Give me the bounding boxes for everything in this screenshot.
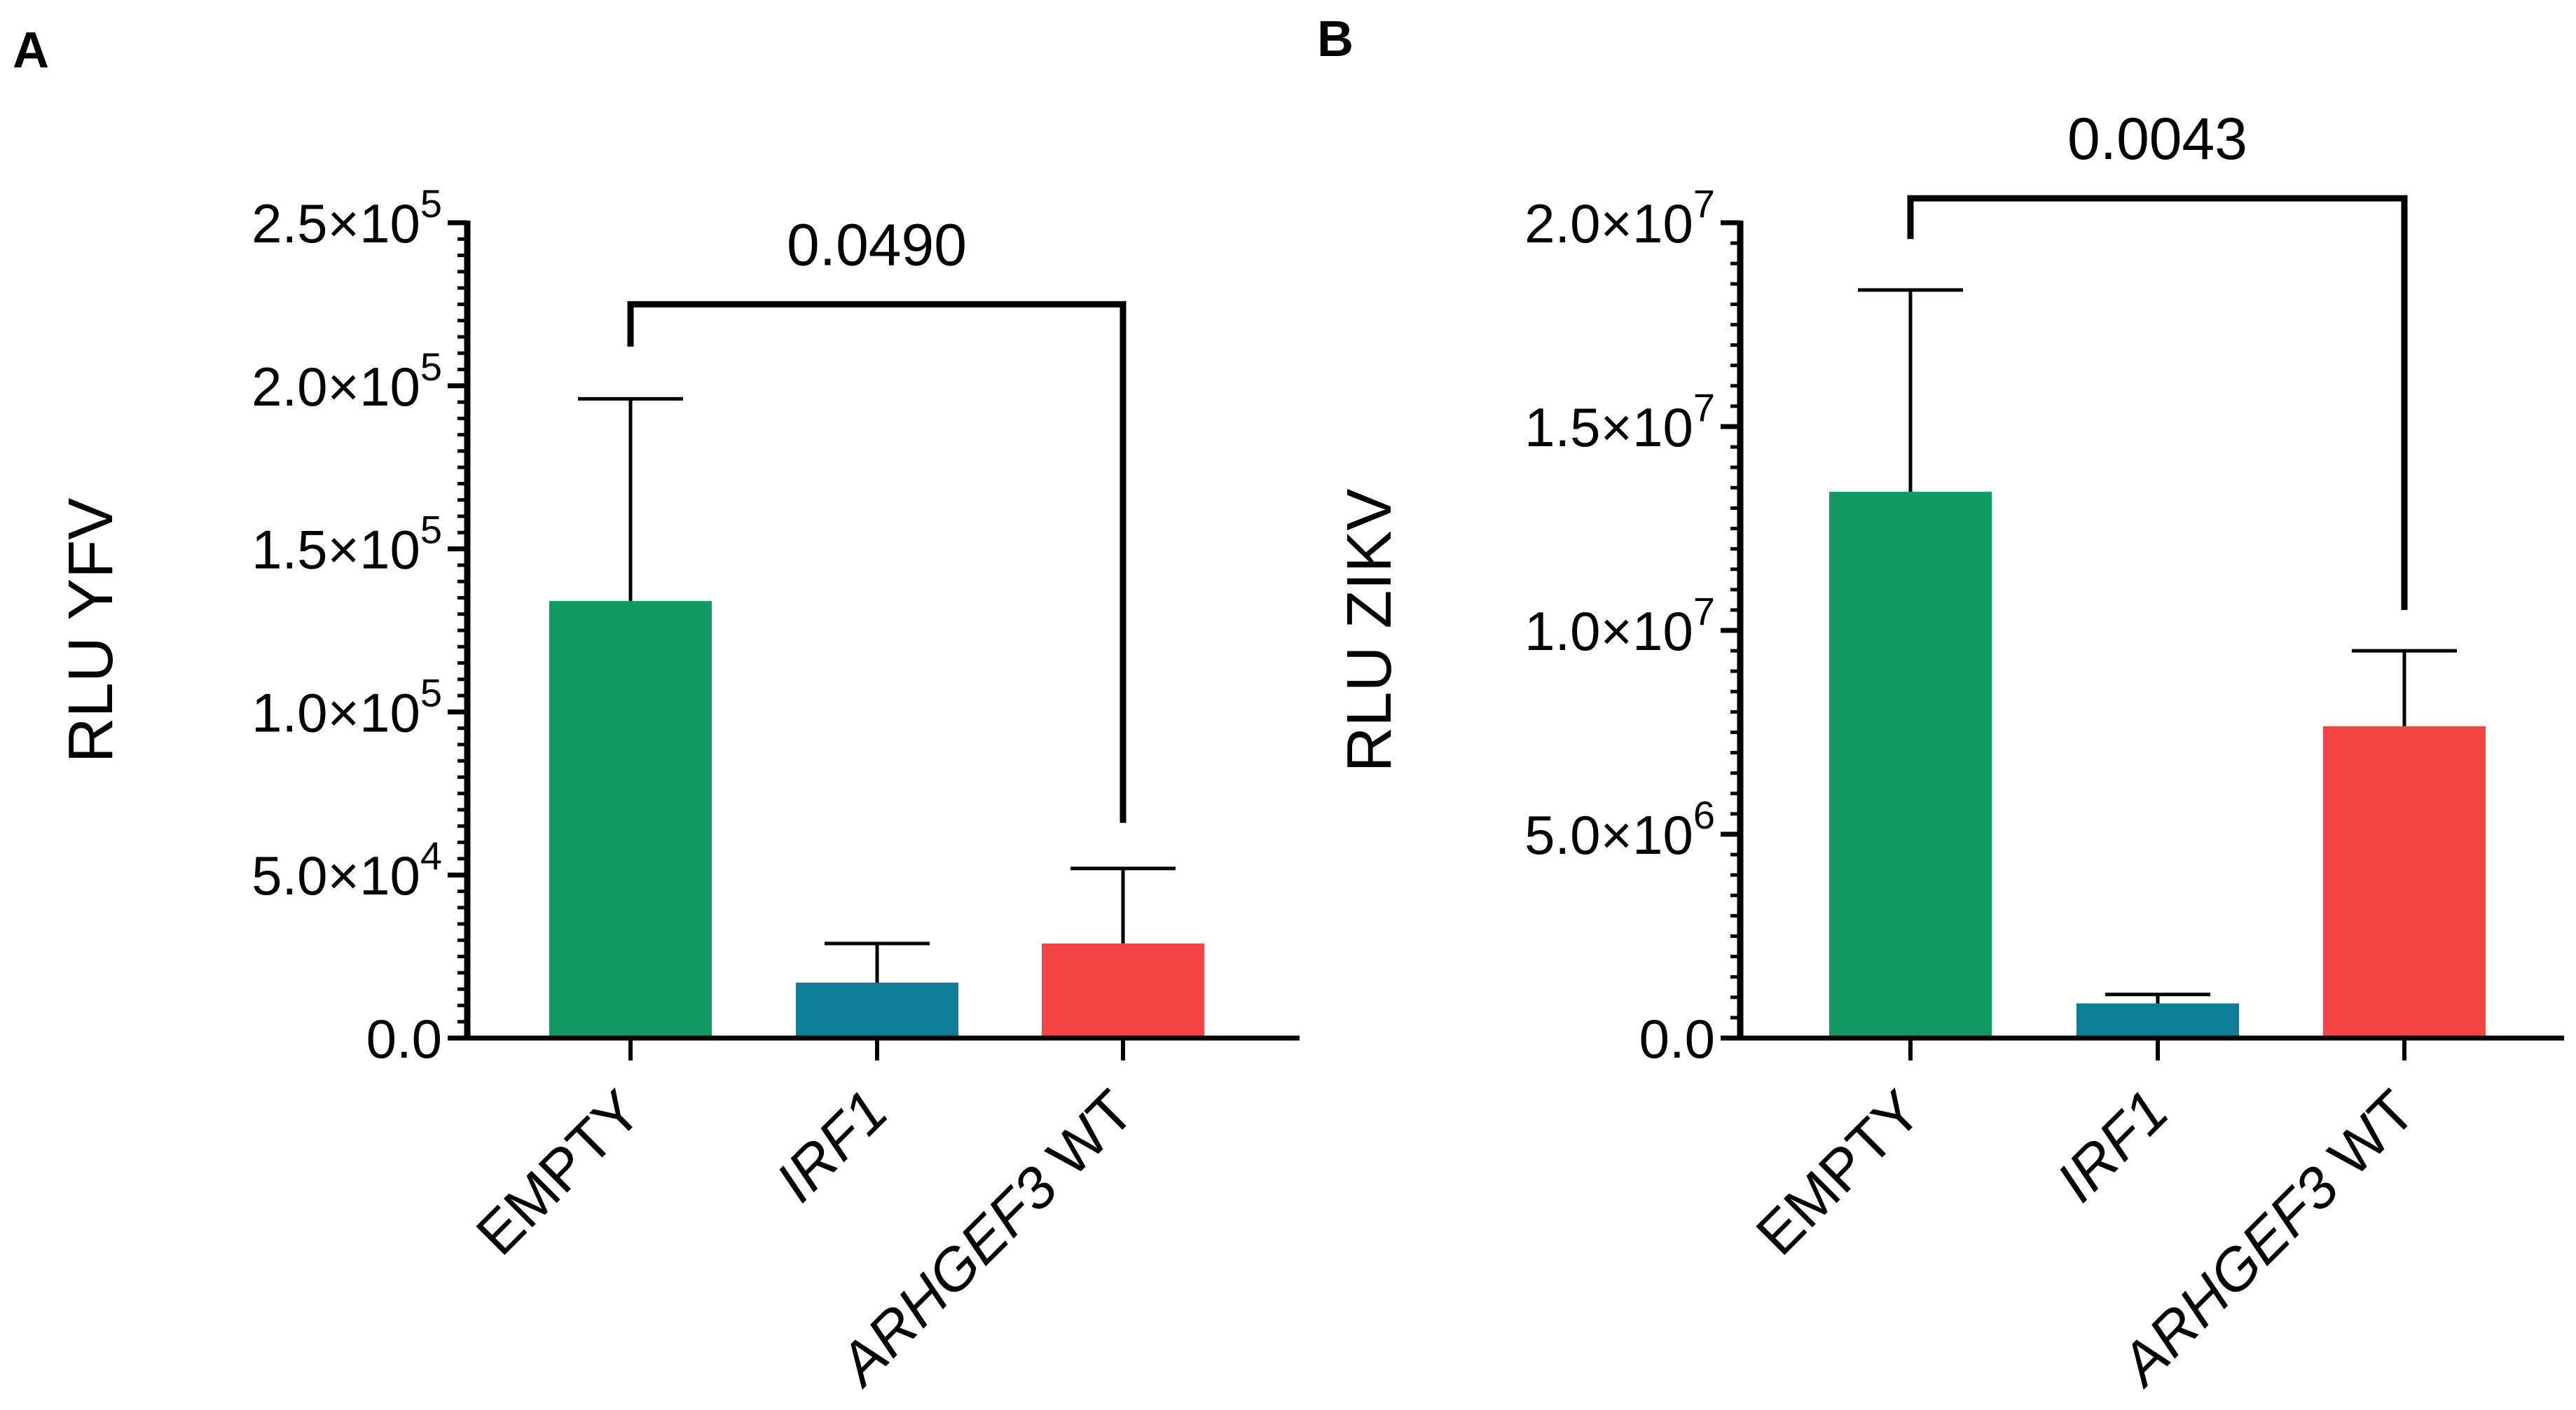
panel-b-chart: B 0.0 5.0×106 1.0×107 1.5×107 2.0×107 EMPTY IRF… [1317,11,2564,1399]
y-tick-label: 5.0×104 [252,834,442,906]
panel-a-chart: A 0.0 5.0×104 1.0×105 1.5×105 2.0×105 2.5×105 E… [13,22,1300,1399]
y-axis-label: RLU ZIKV [1335,488,1405,772]
y-tick-label: 5.0×106 [1524,793,1715,866]
y-tick-label: 2.0×107 [1524,181,1715,254]
y-tick-label: 0.0 [1639,1008,1715,1070]
y-tick-label: 1.0×107 [1524,589,1715,662]
significance-bracket [627,300,1127,823]
x-category-label: EMPTY [464,1077,654,1267]
x-category-label: IRF1 [2044,1077,2181,1214]
bar-1 [549,601,712,1038]
significance-bracket [1907,195,2408,610]
panel-letter: B [1317,11,1354,67]
bar-2 [796,982,958,1038]
y-tick-label: 2.0×105 [252,345,442,417]
bar-3 [2323,726,2486,1038]
x-category-label: IRF1 [764,1077,900,1214]
panel-letter: A [13,22,49,78]
y-tick-label: 2.5×105 [252,181,442,254]
p-value-label: 0.0490 [787,212,967,277]
y-tick-label: 1.5×105 [252,508,442,581]
y-tick-label: 1.5×107 [1524,385,1715,458]
y-tick-label: 0.0 [366,1008,442,1070]
x-category-label: EMPTY [1744,1077,1934,1267]
p-value-label: 0.0043 [2067,106,2247,172]
y-tick-label: 1.0×105 [252,670,442,743]
y-axis-label: RLU YFV [56,498,126,763]
bar-2 [2076,1003,2239,1038]
bar-1 [1829,492,1992,1038]
bar-3 [1042,943,1204,1038]
